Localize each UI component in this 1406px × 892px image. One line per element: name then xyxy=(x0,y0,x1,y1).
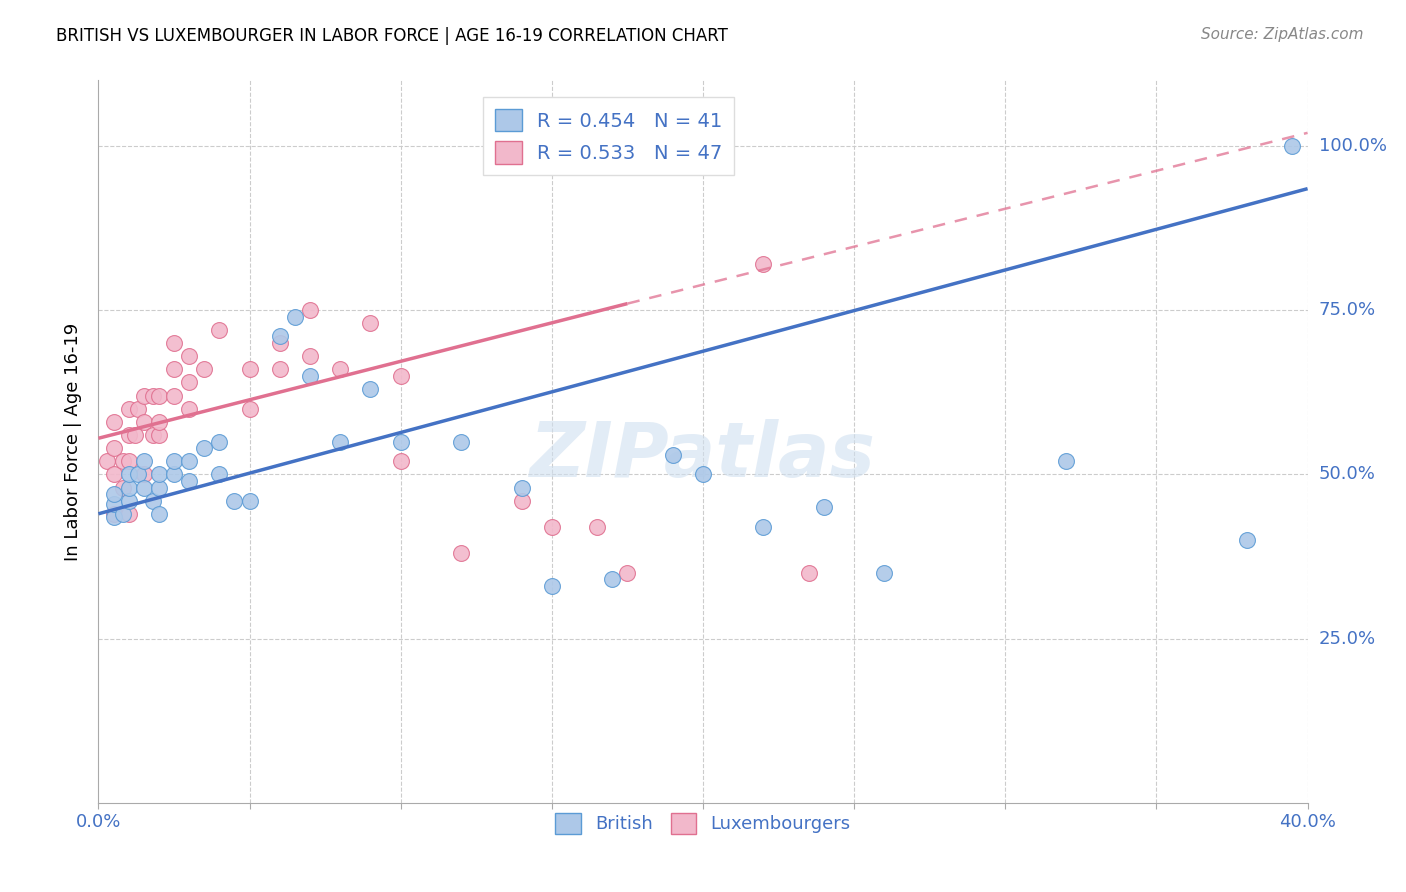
Point xyxy=(752,257,775,271)
Point xyxy=(142,388,165,402)
Point xyxy=(148,388,170,402)
Point xyxy=(163,336,186,351)
Text: 50.0%: 50.0% xyxy=(1319,466,1375,483)
Point xyxy=(148,415,170,429)
Point xyxy=(142,493,165,508)
Point xyxy=(118,507,141,521)
Point xyxy=(208,434,231,449)
Point xyxy=(148,428,170,442)
Point xyxy=(132,454,155,468)
Point xyxy=(96,454,118,468)
Y-axis label: In Labor Force | Age 16-19: In Labor Force | Age 16-19 xyxy=(65,322,83,561)
Text: 25.0%: 25.0% xyxy=(1319,630,1376,648)
Point xyxy=(163,362,186,376)
Point xyxy=(661,448,683,462)
Point xyxy=(118,401,141,416)
Point xyxy=(103,487,125,501)
Point xyxy=(163,388,186,402)
Point xyxy=(450,434,472,449)
Point xyxy=(299,368,322,383)
Point xyxy=(103,467,125,482)
Point xyxy=(692,467,714,482)
Point xyxy=(269,329,291,343)
Point xyxy=(360,316,382,330)
Point xyxy=(111,481,134,495)
Point xyxy=(103,415,125,429)
Point xyxy=(510,493,533,508)
Point xyxy=(179,349,201,363)
Point xyxy=(132,415,155,429)
Point xyxy=(797,566,820,580)
Point xyxy=(193,362,215,376)
Point xyxy=(118,428,141,442)
Point xyxy=(132,388,155,402)
Point xyxy=(111,454,134,468)
Point xyxy=(450,546,472,560)
Point xyxy=(132,467,155,482)
Point xyxy=(269,336,291,351)
Point xyxy=(193,441,215,455)
Point xyxy=(284,310,307,324)
Point xyxy=(124,428,146,442)
Point xyxy=(299,303,322,318)
Point xyxy=(132,481,155,495)
Point xyxy=(239,401,262,416)
Point xyxy=(239,362,262,376)
Point xyxy=(329,362,352,376)
Point xyxy=(179,454,201,468)
Point xyxy=(602,573,624,587)
Point xyxy=(142,428,165,442)
Point xyxy=(111,507,134,521)
Point xyxy=(239,493,262,508)
Point xyxy=(269,362,291,376)
Point xyxy=(127,467,149,482)
Point xyxy=(103,507,125,521)
Point xyxy=(586,520,609,534)
Text: Source: ZipAtlas.com: Source: ZipAtlas.com xyxy=(1201,27,1364,42)
Point xyxy=(208,323,231,337)
Point xyxy=(148,481,170,495)
Point xyxy=(179,376,201,390)
Point xyxy=(1281,139,1303,153)
Point xyxy=(179,401,201,416)
Point xyxy=(118,467,141,482)
Point xyxy=(510,481,533,495)
Point xyxy=(692,139,714,153)
Point xyxy=(148,467,170,482)
Point xyxy=(118,493,141,508)
Point xyxy=(389,368,412,383)
Point xyxy=(163,454,186,468)
Point xyxy=(103,497,125,511)
Point xyxy=(813,500,835,515)
Point xyxy=(329,434,352,449)
Legend: British, Luxembourgers: British, Luxembourgers xyxy=(548,805,858,841)
Point xyxy=(873,566,896,580)
Point xyxy=(540,579,562,593)
Point xyxy=(299,349,322,363)
Point xyxy=(752,520,775,534)
Point xyxy=(360,382,382,396)
Point xyxy=(208,467,231,482)
Point xyxy=(540,520,562,534)
Point xyxy=(163,467,186,482)
Text: 100.0%: 100.0% xyxy=(1319,137,1386,155)
Point xyxy=(148,507,170,521)
Point xyxy=(616,566,638,580)
Point xyxy=(103,441,125,455)
Point xyxy=(118,454,141,468)
Text: 75.0%: 75.0% xyxy=(1319,301,1376,319)
Text: ZIPatlas: ZIPatlas xyxy=(530,419,876,493)
Point xyxy=(103,510,125,524)
Point xyxy=(389,434,412,449)
Text: BRITISH VS LUXEMBOURGER IN LABOR FORCE | AGE 16-19 CORRELATION CHART: BRITISH VS LUXEMBOURGER IN LABOR FORCE |… xyxy=(56,27,728,45)
Point xyxy=(179,474,201,488)
Point xyxy=(224,493,246,508)
Point xyxy=(118,481,141,495)
Point xyxy=(1236,533,1258,547)
Point xyxy=(1054,454,1077,468)
Point xyxy=(389,454,412,468)
Point xyxy=(127,401,149,416)
